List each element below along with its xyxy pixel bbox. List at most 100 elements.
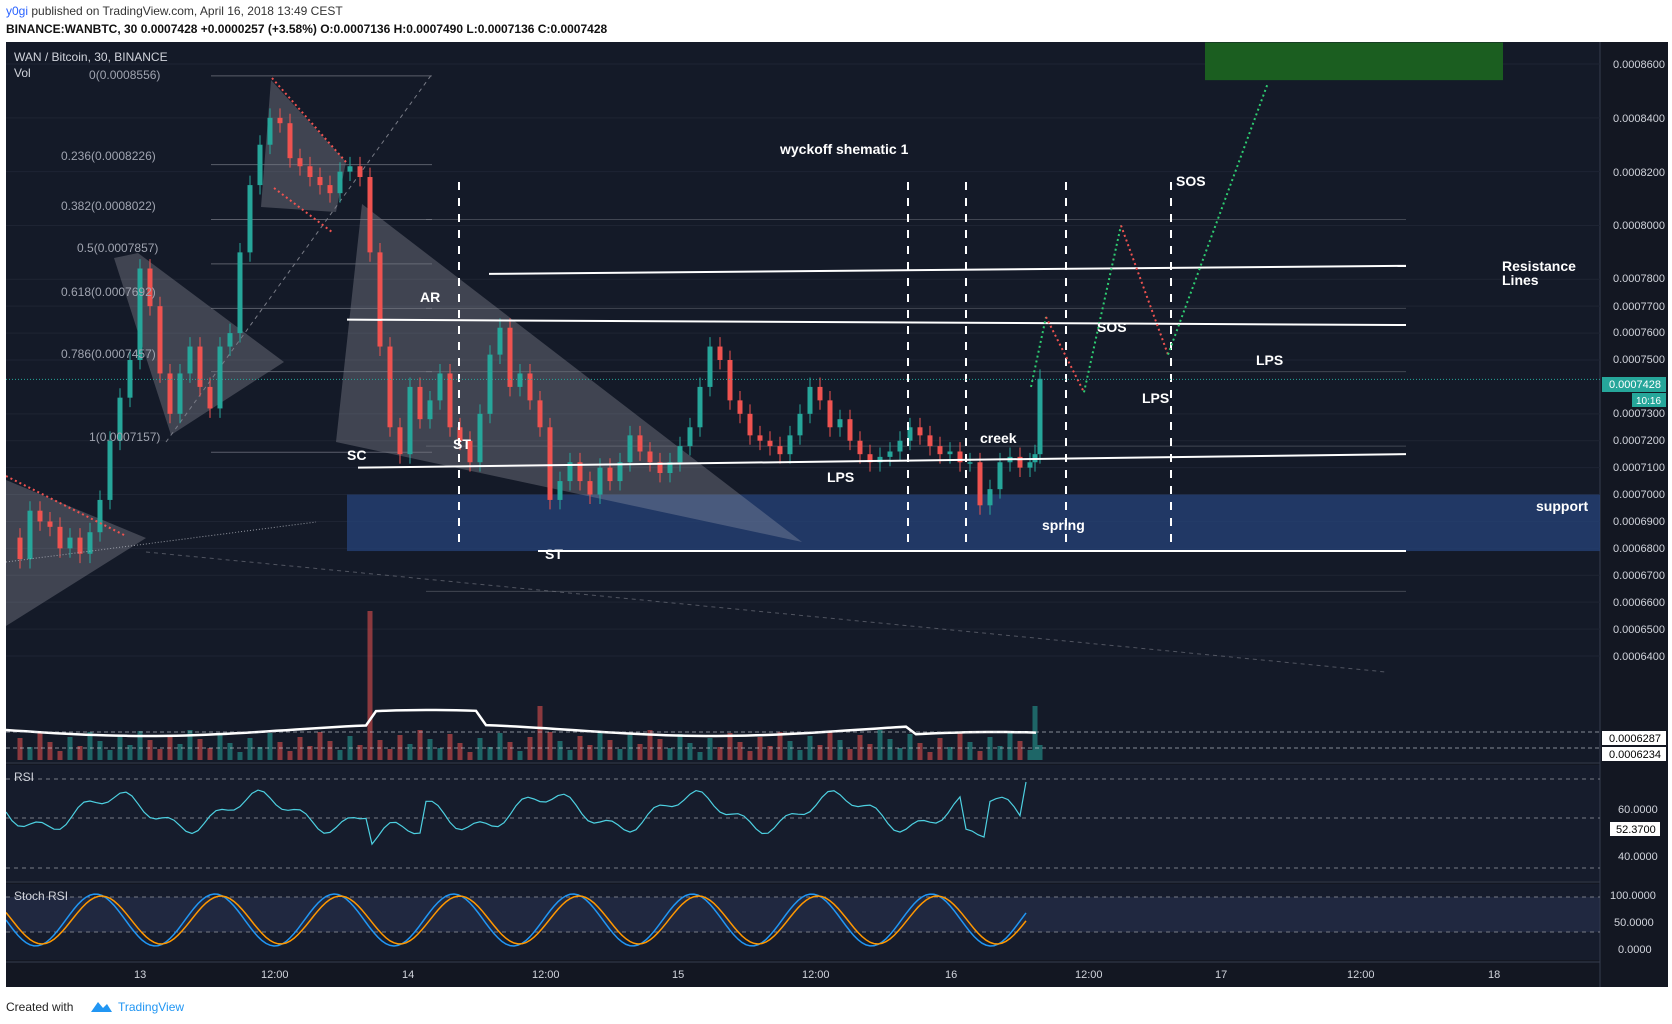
high-value: 0.0007490 xyxy=(406,22,464,36)
stoch-tick: 100.0000 xyxy=(1610,890,1656,902)
time-tick: 15 xyxy=(672,969,684,981)
volume-bar xyxy=(157,749,163,760)
price-tick: 0.0008400 xyxy=(1613,113,1665,125)
low-value: 0.0007136 xyxy=(477,22,535,36)
candle-body xyxy=(407,386,413,455)
volume-bar xyxy=(257,747,263,760)
volume-bar xyxy=(557,741,563,760)
price-tick: 0.0007600 xyxy=(1613,327,1665,339)
volume-bar xyxy=(377,740,383,760)
volume-bar xyxy=(427,739,433,760)
label-creek: creek xyxy=(980,430,1017,446)
candle-body xyxy=(637,435,643,452)
price-tick: 0.0008000 xyxy=(1613,220,1665,232)
candle-body xyxy=(367,177,373,253)
volume-bar xyxy=(917,743,923,760)
volume-bar xyxy=(287,751,293,760)
volume-bar xyxy=(477,738,483,760)
volume-bar xyxy=(757,737,763,760)
volume-bar xyxy=(307,746,313,760)
candle-body xyxy=(457,427,463,441)
volume-bar xyxy=(737,742,743,760)
candle-body xyxy=(837,419,843,428)
volume-bar xyxy=(927,752,933,760)
volume-bar xyxy=(207,748,213,760)
candle-body xyxy=(857,440,863,455)
volume-bar xyxy=(327,741,333,760)
price-pane[interactable] xyxy=(6,42,1600,762)
candle-body xyxy=(987,489,993,506)
price-tick: 0.0007500 xyxy=(1613,354,1665,366)
trend-line xyxy=(6,521,317,563)
price-tick: 0.0007200 xyxy=(1613,435,1665,447)
open-label: O: xyxy=(320,22,334,36)
candle-body xyxy=(217,346,223,409)
publish-header: y0gi published on TradingView.com, April… xyxy=(0,0,1672,42)
time-tick: 18 xyxy=(1488,969,1500,981)
candle-body xyxy=(887,451,893,457)
trend-line xyxy=(6,475,127,537)
candle-body xyxy=(297,158,303,167)
time-tick: 12:00 xyxy=(1075,969,1103,981)
label-sc: SC xyxy=(347,447,366,463)
volume-bar xyxy=(1037,745,1043,760)
candle-body xyxy=(357,166,363,178)
volume-bar xyxy=(407,744,413,760)
footer xyxy=(0,987,1672,1024)
support-zone xyxy=(347,494,1600,552)
candle-body xyxy=(957,451,963,463)
candlesticks xyxy=(17,108,1043,569)
projection-path xyxy=(1083,225,1122,393)
resistance-line xyxy=(346,318,1407,327)
candle-body xyxy=(427,400,433,420)
candle-body xyxy=(397,427,403,455)
volume-bar xyxy=(727,733,733,760)
candle-body xyxy=(587,481,593,495)
candle-body xyxy=(497,327,503,355)
volume-bar xyxy=(127,745,133,760)
rsi-pane[interactable] xyxy=(6,765,1600,881)
candle-body xyxy=(67,537,73,549)
tradingview-link[interactable]: TradingView xyxy=(118,1000,185,1014)
volume-bar xyxy=(17,738,23,760)
volume-bar xyxy=(137,731,143,760)
time-tick: 16 xyxy=(945,969,957,981)
price-change: +0.0000257 (+3.58%) xyxy=(200,22,317,36)
candle-body xyxy=(197,346,203,387)
candle-body xyxy=(1017,456,1023,468)
price-tick: 0.0007000 xyxy=(1613,489,1665,501)
volume-bar xyxy=(47,742,53,760)
candle-body xyxy=(147,268,153,307)
volume-bar xyxy=(787,741,793,760)
trend-line xyxy=(271,77,347,163)
volume-bar xyxy=(817,745,823,760)
candle-body xyxy=(557,481,563,500)
price-tick: 0.0007100 xyxy=(1613,462,1665,474)
label-support: support xyxy=(1536,498,1588,514)
volume-bar xyxy=(27,747,33,760)
volume-bar xyxy=(707,738,713,760)
volume-bar xyxy=(337,750,343,760)
volume-bar xyxy=(937,738,943,760)
price-tick: 0.0006500 xyxy=(1613,624,1665,636)
stoch-k-line xyxy=(6,893,1027,947)
candle-body xyxy=(737,400,743,414)
stoch-tick: 50.0000 xyxy=(1614,917,1654,929)
label-st-2: ST xyxy=(545,546,563,562)
candle-body xyxy=(997,462,1003,490)
candle-body xyxy=(527,373,533,401)
candle-body xyxy=(617,462,623,482)
chart-canvas[interactable]: WAN / Bitcoin, 30, BINANCE Vol RSI Stoch… xyxy=(6,42,1668,987)
tradingview-cloud-icon[interactable] xyxy=(88,996,114,1016)
author-link[interactable]: y0gi xyxy=(6,4,29,18)
volume-bar xyxy=(357,745,363,760)
volume-bar xyxy=(647,730,653,760)
projection-path xyxy=(1167,82,1269,355)
label-ar: AR xyxy=(420,289,440,305)
trend-line xyxy=(273,187,333,233)
candle-body xyxy=(787,435,793,455)
candle-body xyxy=(757,435,763,441)
volume-bar xyxy=(977,751,983,760)
time-tick: 13 xyxy=(134,969,146,981)
volume-bar xyxy=(877,730,883,760)
